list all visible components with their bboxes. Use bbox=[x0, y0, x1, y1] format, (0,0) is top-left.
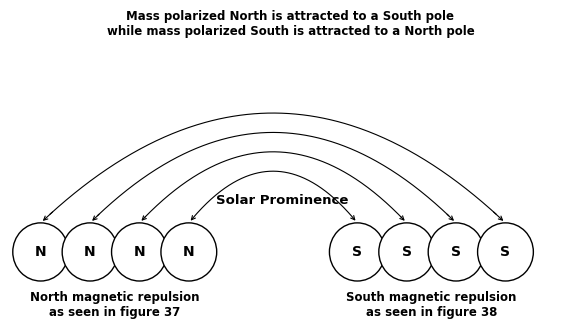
Ellipse shape bbox=[161, 223, 217, 281]
Ellipse shape bbox=[62, 223, 118, 281]
Text: S: S bbox=[352, 245, 363, 259]
Ellipse shape bbox=[379, 223, 435, 281]
Ellipse shape bbox=[329, 223, 385, 281]
Text: North magnetic repulsion
as seen in figure 37: North magnetic repulsion as seen in figu… bbox=[30, 291, 199, 319]
Text: South magnetic repulsion
as seen in figure 38: South magnetic repulsion as seen in figu… bbox=[346, 291, 517, 319]
Ellipse shape bbox=[112, 223, 167, 281]
Text: S: S bbox=[451, 245, 461, 259]
Text: N: N bbox=[35, 245, 46, 259]
Text: Solar Prominence: Solar Prominence bbox=[216, 194, 348, 207]
Text: N: N bbox=[183, 245, 195, 259]
Ellipse shape bbox=[13, 223, 69, 281]
Text: S: S bbox=[500, 245, 511, 259]
Ellipse shape bbox=[478, 223, 533, 281]
Text: Mass polarized North is attracted to a South pole
while mass polarized South is : Mass polarized North is attracted to a S… bbox=[107, 10, 474, 38]
Text: N: N bbox=[134, 245, 145, 259]
Ellipse shape bbox=[428, 223, 484, 281]
Text: N: N bbox=[84, 245, 96, 259]
Text: S: S bbox=[401, 245, 412, 259]
